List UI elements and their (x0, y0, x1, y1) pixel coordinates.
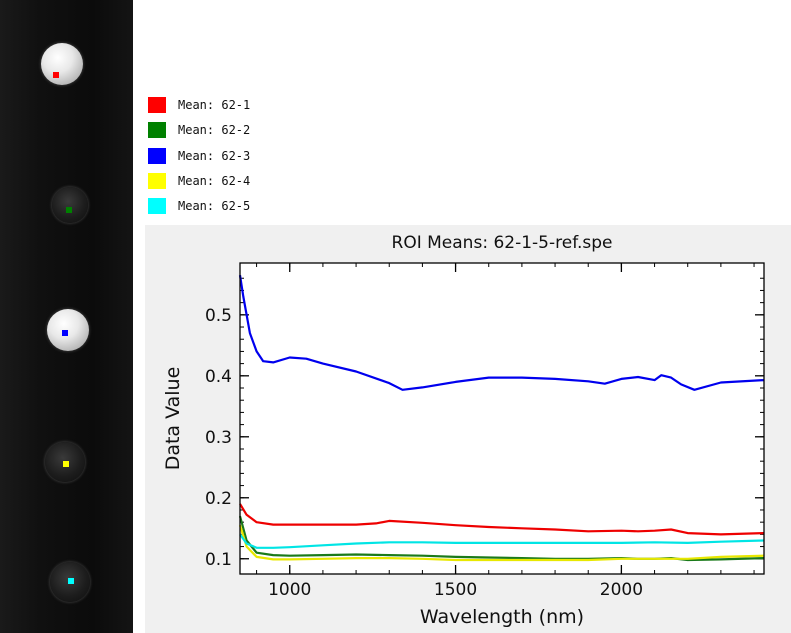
roi-marker (62, 330, 68, 336)
sample-disc (47, 309, 89, 351)
legend-label: Mean: 62-2 (178, 123, 251, 138)
chart-title: ROI Means: 62-1-5-ref.spe (392, 233, 613, 253)
plot-area (240, 263, 764, 574)
roi-marker (68, 578, 74, 584)
y-axis-title: Data Value (162, 367, 184, 471)
legend-label: Mean: 62-4 (178, 173, 251, 188)
roi-marker (53, 72, 59, 78)
x-tick-label: 1500 (434, 580, 477, 600)
series-line (238, 524, 765, 562)
series-line (239, 533, 765, 549)
sample-image-strip (0, 0, 133, 633)
sample-disc (41, 43, 83, 85)
y-tick-label: 0.4 (205, 367, 232, 387)
x-tick-label: 2000 (600, 580, 643, 600)
legend-swatch (148, 122, 166, 139)
legend-swatch (148, 172, 166, 189)
plot-panel: ROI Means: 62-1-5-ref.spe 1000 1500 2000 0.1… (145, 225, 791, 633)
legend-item: Mean: 62-4 (148, 171, 308, 191)
roi-marker (66, 207, 72, 213)
legend-item: Mean: 62-5 (148, 196, 308, 216)
legend-swatch (148, 147, 166, 164)
y-tick-label: 0.2 (205, 489, 232, 509)
x-tick-label: 1000 (268, 580, 311, 600)
y-tick-label: 0.3 (205, 428, 232, 448)
roi-marker (63, 461, 69, 467)
x-axis-title: Wavelength (nm) (420, 606, 584, 628)
series-line (239, 503, 765, 536)
legend-label: Mean: 62-3 (178, 148, 251, 163)
y-tick-label: 0.1 (205, 550, 232, 570)
legend-swatch (148, 97, 166, 113)
legend-label: Mean: 62-1 (178, 98, 251, 112)
legend-label: Mean: 62-5 (178, 199, 251, 214)
legend-item: Mean: 62-1 (148, 95, 308, 115)
series-line (238, 275, 765, 391)
y-tick-label: 0.5 (205, 306, 232, 326)
spectrum-chart: ROI Means: 62-1-5-ref.spe 1000 1500 2000 0.1… (162, 233, 765, 628)
legend-item: Mean: 62-3 (148, 146, 308, 166)
sample-disc (52, 187, 88, 223)
legend-swatch (148, 198, 166, 215)
legend-item: Mean: 62-2 (148, 120, 308, 140)
plot-frame (239, 262, 765, 575)
